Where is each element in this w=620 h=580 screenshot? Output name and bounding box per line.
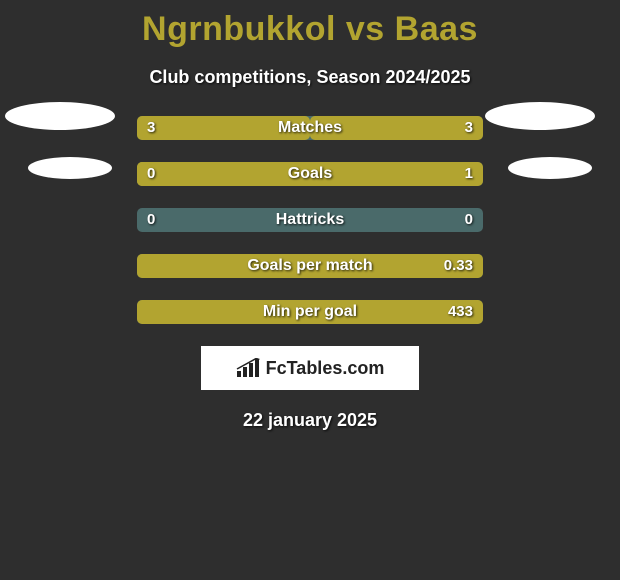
stat-value-left: 0 bbox=[147, 162, 155, 186]
stat-label: Matches bbox=[137, 116, 483, 140]
logo-text: FcTables.com bbox=[266, 358, 385, 379]
stat-value-left: 3 bbox=[147, 116, 155, 140]
subtitle: Club competitions, Season 2024/2025 bbox=[0, 67, 620, 88]
stat-label: Goals per match bbox=[137, 254, 483, 278]
date-line: 22 january 2025 bbox=[0, 410, 620, 431]
stat-label: Hattricks bbox=[137, 208, 483, 232]
stat-label: Min per goal bbox=[137, 300, 483, 324]
player1-name: Ngrnbukkol bbox=[142, 10, 336, 48]
stat-value-right: 1 bbox=[465, 162, 473, 186]
stat-row: Matches3 3 bbox=[137, 116, 483, 140]
bar-chart-icon bbox=[236, 358, 260, 378]
team-oval-right-1 bbox=[485, 102, 595, 130]
stat-value-right: 0 bbox=[465, 208, 473, 232]
stat-row: Hattricks0 0 bbox=[137, 208, 483, 232]
stat-value-left: 0 bbox=[147, 208, 155, 232]
team-oval-left-1 bbox=[5, 102, 115, 130]
stat-row: Goals per match0.33 bbox=[137, 254, 483, 278]
stat-value-right: 433 bbox=[448, 300, 473, 324]
team-oval-left-2 bbox=[28, 157, 112, 179]
vs-text: vs bbox=[346, 10, 385, 48]
stat-label: Goals bbox=[137, 162, 483, 186]
stat-value-right: 0.33 bbox=[444, 254, 473, 278]
stat-value-right: 3 bbox=[465, 116, 473, 140]
page-title: Ngrnbukkol vs Baas bbox=[0, 0, 620, 49]
player2-name: Baas bbox=[395, 10, 478, 48]
stat-row: Goals0 1 bbox=[137, 162, 483, 186]
logo-box: FcTables.com bbox=[201, 346, 419, 390]
team-oval-right-2 bbox=[508, 157, 592, 179]
stats-area: Matches33Goals01Hattricks00Goals per mat… bbox=[0, 116, 620, 324]
stat-row: Min per goal433 bbox=[137, 300, 483, 324]
comparison-card: Ngrnbukkol vs Baas Club competitions, Se… bbox=[0, 0, 620, 580]
